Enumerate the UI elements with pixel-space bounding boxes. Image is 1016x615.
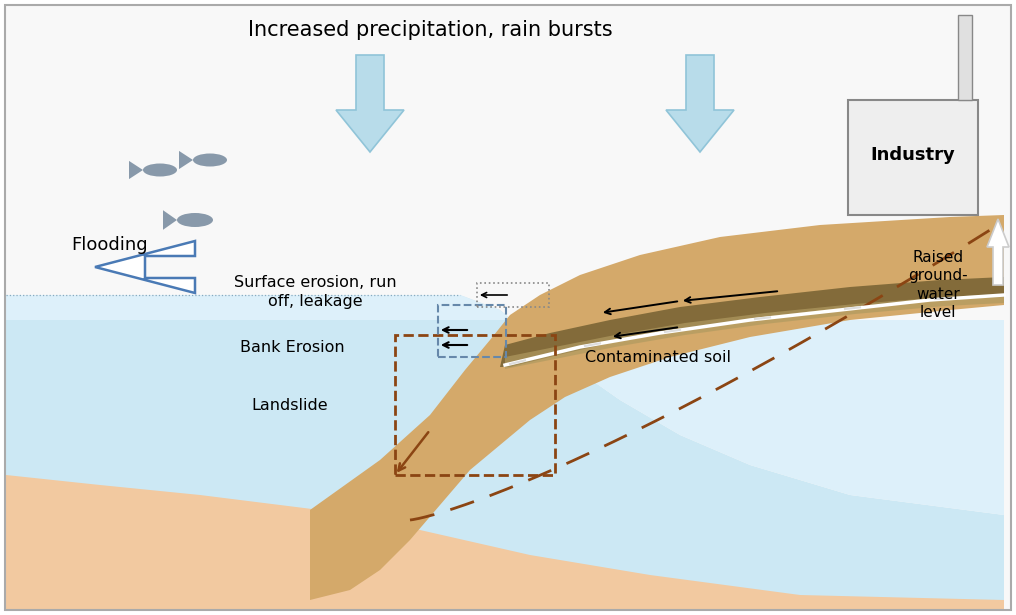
Text: Increased precipitation, rain bursts: Increased precipitation, rain bursts <box>248 20 613 40</box>
Text: Flooding: Flooding <box>72 236 148 254</box>
Bar <box>395 335 555 475</box>
Bar <box>438 305 506 357</box>
Polygon shape <box>6 295 1004 515</box>
Polygon shape <box>666 55 734 152</box>
Text: Industry: Industry <box>871 146 955 164</box>
Polygon shape <box>6 475 1004 609</box>
Polygon shape <box>96 241 195 293</box>
Ellipse shape <box>177 213 213 227</box>
Polygon shape <box>179 151 193 169</box>
Text: Landslide: Landslide <box>252 397 328 413</box>
Polygon shape <box>129 161 143 179</box>
Ellipse shape <box>193 154 227 167</box>
Bar <box>958 15 972 100</box>
Polygon shape <box>336 55 404 152</box>
Polygon shape <box>505 294 1004 369</box>
Text: Bank Erosion: Bank Erosion <box>240 339 344 354</box>
Polygon shape <box>6 295 1004 609</box>
Text: Surface erosion, run
off, leakage: Surface erosion, run off, leakage <box>234 275 396 309</box>
Bar <box>848 100 978 215</box>
Polygon shape <box>987 219 1009 285</box>
Ellipse shape <box>143 164 177 177</box>
Text: Raised
ground-
water
level: Raised ground- water level <box>908 250 968 320</box>
Bar <box>477 283 549 307</box>
Polygon shape <box>163 210 177 230</box>
Polygon shape <box>310 215 1004 600</box>
Text: Contaminated soil: Contaminated soil <box>585 349 731 365</box>
Polygon shape <box>500 277 1004 367</box>
